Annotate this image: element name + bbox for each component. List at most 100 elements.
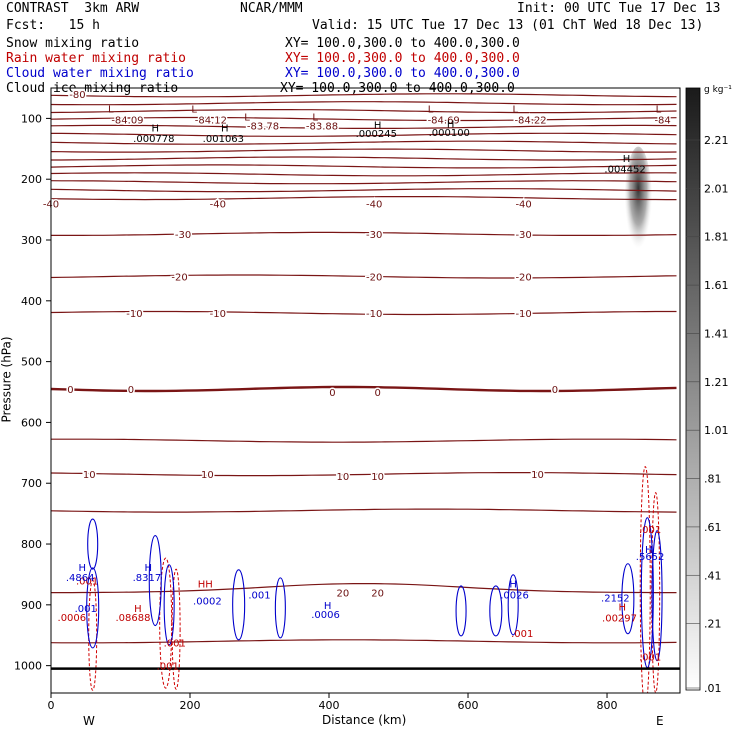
cloud-water-label: .0026 xyxy=(500,590,529,601)
organization: NCAR/MMM xyxy=(240,1,303,16)
east-label: E xyxy=(656,714,664,728)
colorbar-gradient xyxy=(685,87,701,691)
temperature-label: 10 xyxy=(83,470,96,481)
cloud-water-label: .0006 xyxy=(311,610,340,621)
isotherm-line xyxy=(51,140,677,145)
temperature-label: -84.69 xyxy=(428,116,460,127)
cloud-water-contour xyxy=(621,563,635,635)
isotherm-line xyxy=(51,188,677,193)
temperature-label: -30 xyxy=(175,230,191,241)
colorbar-label: .21 xyxy=(704,618,722,631)
rain-label: H xyxy=(134,604,142,615)
temperature-label: -40 xyxy=(366,200,382,211)
cloud-water-label: .0002 xyxy=(193,597,222,608)
temperature-label: 0 xyxy=(552,385,558,396)
snow-shading xyxy=(624,146,653,267)
x-tick-label: 0 xyxy=(48,699,55,712)
colorbar-label: 1.01 xyxy=(704,424,729,437)
cloud-water-label: .2152 xyxy=(601,594,630,605)
temperature-label: -83.88 xyxy=(306,122,338,133)
isotherm-line xyxy=(51,508,677,513)
temperature-label: 0 xyxy=(128,385,134,396)
cloud-water-label: .4864 xyxy=(66,573,95,584)
y-tick-label: 900 xyxy=(21,599,42,612)
temperature-label: -20 xyxy=(515,272,531,283)
ice-label: H xyxy=(374,120,382,131)
isotherm-line xyxy=(51,148,677,153)
field-cloud-water-name: Cloud water mixing ratio xyxy=(6,66,194,81)
field-rain-xy: XY= 100.0,300.0 to 400.0,300.0 xyxy=(285,51,520,66)
cloud-water-contour xyxy=(507,574,519,636)
colorbar-label: .81 xyxy=(704,473,722,486)
temperature-label: -84 xyxy=(654,116,670,127)
cloud-water-contour xyxy=(163,564,175,646)
temperature-label: -84.09 xyxy=(111,116,143,127)
rain-label: .08688 xyxy=(116,613,151,624)
isotherm-line xyxy=(51,180,677,185)
colorbar: 2.21 2.01 1.81 1.61 1.41 1.21 1.01 .81 .61 .41 .21… xyxy=(685,87,729,695)
colorbar-label: 1.21 xyxy=(704,376,729,389)
init-time: Init: 00 UTC Tue 17 Dec 13 xyxy=(517,1,721,16)
ice-label: H xyxy=(447,119,455,130)
x-axis-label: Distance (km) xyxy=(322,713,407,727)
snow-min-marker: L xyxy=(108,105,114,116)
rain-label: .001 xyxy=(639,525,661,536)
colorbar-label: 1.41 xyxy=(704,327,729,340)
west-label: W xyxy=(83,714,95,728)
y-axis-label: Pressure (hPa) xyxy=(0,336,14,423)
field-cloud-water-xy: XY= 100.0,300.0 to 400.0,300.0 xyxy=(285,66,520,81)
rain-contour xyxy=(88,579,98,691)
x-tick-label: 800 xyxy=(597,699,618,712)
colorbar-label: 2.21 xyxy=(704,134,729,147)
colorbar-label: 1.61 xyxy=(704,279,729,292)
temperature-label: -84.12 xyxy=(195,116,227,127)
ice-label: .004452 xyxy=(604,164,645,175)
temperature-label: -83.78 xyxy=(247,122,279,133)
cloud-water-contour xyxy=(148,534,162,627)
forecast-hour: Fcst: 15 h xyxy=(6,18,100,33)
cloud-water-label: .5652 xyxy=(636,552,665,563)
temperature-label: 10 xyxy=(337,472,350,483)
cloud-water-label: .001 xyxy=(75,604,97,615)
temperature-label: -10 xyxy=(366,309,382,320)
rain-contour xyxy=(639,466,651,693)
y-tick-label: 500 xyxy=(21,356,42,369)
zero-isotherm xyxy=(51,385,677,393)
y-tick-label: 400 xyxy=(21,295,42,308)
y-tick-label: 800 xyxy=(21,538,42,551)
temperature-label: -10 xyxy=(515,309,531,320)
cloud-water-contour xyxy=(651,530,663,662)
isotherm-line xyxy=(51,310,677,316)
temperature-label: -10 xyxy=(210,309,226,320)
model-name: CONTRAST 3km ARW xyxy=(6,1,140,16)
temperature-label: -84.22 xyxy=(514,116,546,127)
temperature-label: 0 xyxy=(67,385,73,396)
y-tick-label: 300 xyxy=(21,234,42,247)
isotherm-line xyxy=(51,438,677,443)
field-snow-name: Snow mixing ratio xyxy=(6,36,140,51)
isotherm-line xyxy=(51,274,677,279)
rain-label: .001 xyxy=(511,629,533,640)
cloud-water-label: .8317 xyxy=(133,573,162,584)
temperature-label: 20 xyxy=(371,589,384,600)
plot-area: -80 -84.09 -84.12 -83.78 -83.88 -84.69 -84.22 -… xyxy=(41,89,680,693)
ice-label: .000245 xyxy=(356,129,397,140)
temperature-label: -40 xyxy=(515,200,531,211)
x-tick-label: 200 xyxy=(180,699,201,712)
isotherm-line xyxy=(51,109,677,114)
temperature-label: -20 xyxy=(171,272,187,283)
ice-label: H xyxy=(623,154,631,165)
isotherm-line xyxy=(51,639,677,644)
temperature-label: 10 xyxy=(371,472,384,483)
ice-label: H xyxy=(151,124,159,135)
ice-label: H xyxy=(221,124,229,135)
temperature-label: 10 xyxy=(531,470,544,481)
field-rain-name: Rain water mixing ratio xyxy=(6,51,187,66)
rain-label: .001 xyxy=(164,639,186,650)
temperature-label: 20 xyxy=(337,589,350,600)
cloud-water-contour xyxy=(489,585,503,637)
y-tick-label: 700 xyxy=(21,477,42,490)
temperature-label: -30 xyxy=(515,230,531,241)
